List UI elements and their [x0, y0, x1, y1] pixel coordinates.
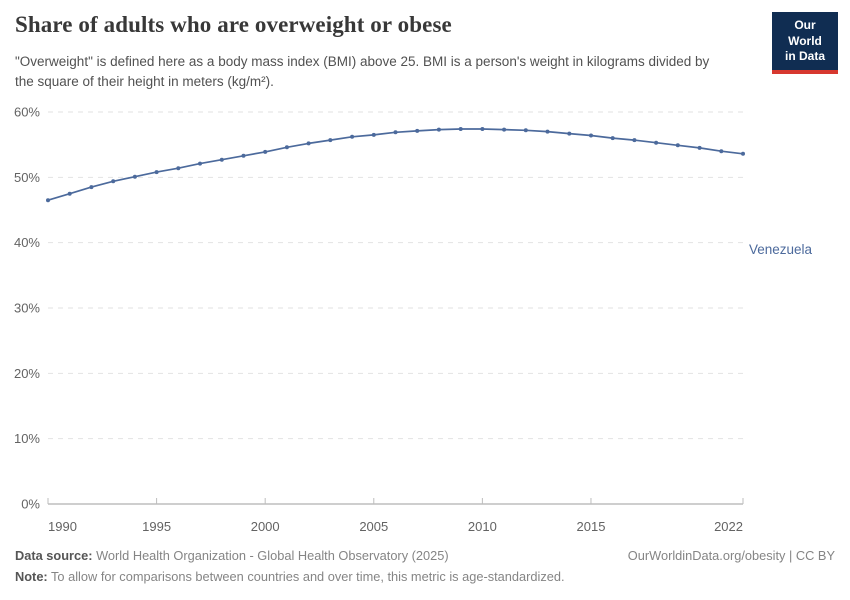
data-point[interactable] — [67, 191, 72, 196]
data-point[interactable] — [371, 132, 376, 137]
y-tick-label: 30% — [14, 301, 40, 316]
line-chart: 0% 10% 20% 30% 40% 50% 60% 1990 1995 2000 2005 2010… — [0, 95, 850, 545]
x-tick-label: 2005 — [359, 519, 388, 534]
data-point[interactable] — [567, 131, 572, 136]
footer-note-label: Note: — [15, 569, 48, 584]
data-point[interactable] — [675, 143, 680, 148]
footer-link[interactable]: OurWorldinData.org/obesity | CC BY — [627, 548, 835, 563]
x-tick-label: 2010 — [468, 519, 497, 534]
chart-footer: Data source: World Health Organization -… — [15, 548, 835, 584]
data-point[interactable] — [154, 170, 159, 175]
entity-label[interactable]: Venezuela — [749, 242, 813, 257]
data-point[interactable] — [610, 136, 615, 141]
footer-note: Note: To allow for comparisons between c… — [15, 569, 835, 584]
data-point[interactable] — [415, 128, 420, 133]
data-point[interactable] — [741, 151, 745, 156]
data-point[interactable] — [176, 166, 181, 171]
x-tick-label: 1995 — [142, 519, 171, 534]
y-tick-label: 0% — [21, 497, 40, 512]
owid-logo[interactable]: Our World in Data — [772, 12, 838, 74]
page-title: Share of adults who are overweight or ob… — [15, 12, 452, 37]
data-point[interactable] — [458, 127, 463, 131]
owid-logo-line2: in Data — [784, 49, 825, 64]
data-point[interactable] — [480, 127, 485, 131]
data-point[interactable] — [589, 133, 593, 138]
owid-logo-line1: Our World — [788, 18, 822, 48]
data-point[interactable] — [284, 145, 289, 150]
data-point[interactable] — [328, 138, 333, 143]
footer-datasource-label: Data source: — [15, 548, 93, 563]
data-point[interactable] — [198, 161, 202, 166]
data-point[interactable] — [697, 145, 702, 150]
footer-note-text: To allow for comparisons between countri… — [47, 569, 565, 584]
data-point[interactable] — [523, 128, 528, 133]
x-tick-label: 2022 — [714, 519, 743, 534]
data-point[interactable] — [241, 153, 246, 158]
footer-datasource-text: World Health Organization - Global Healt… — [92, 548, 449, 563]
data-point[interactable] — [502, 127, 507, 132]
plot-svg: 0% 10% 20% 30% 40% 50% 60% 1990 1995 2000 2005 2010… — [14, 105, 745, 534]
data-point[interactable] — [393, 130, 398, 135]
data-point[interactable] — [436, 127, 441, 132]
chart-subtitle: "Overweight" is defined here as a body m… — [15, 54, 710, 89]
footer-datasource: Data source: World Health Organization -… — [15, 548, 449, 563]
data-line[interactable] — [47, 128, 744, 202]
data-point[interactable] — [545, 129, 550, 134]
data-point[interactable] — [306, 141, 311, 146]
y-tick-label: 60% — [14, 105, 40, 120]
x-tick-label: 2000 — [251, 519, 280, 534]
data-point[interactable] — [132, 174, 137, 179]
data-point[interactable] — [719, 149, 724, 154]
y-tick-label: 40% — [14, 235, 40, 250]
data-point[interactable] — [89, 185, 94, 190]
x-tick-label: 2015 — [577, 519, 606, 534]
data-point[interactable] — [219, 157, 224, 162]
x-tick-label: 1990 — [48, 519, 77, 534]
data-point[interactable] — [111, 179, 116, 184]
y-tick-label: 50% — [14, 170, 40, 185]
data-point[interactable] — [263, 149, 268, 154]
data-point[interactable] — [654, 140, 659, 145]
data-point[interactable] — [350, 134, 355, 139]
y-tick-label: 10% — [14, 431, 40, 446]
data-point[interactable] — [46, 198, 50, 203]
y-tick-label: 20% — [14, 366, 40, 381]
data-point[interactable] — [632, 138, 637, 143]
